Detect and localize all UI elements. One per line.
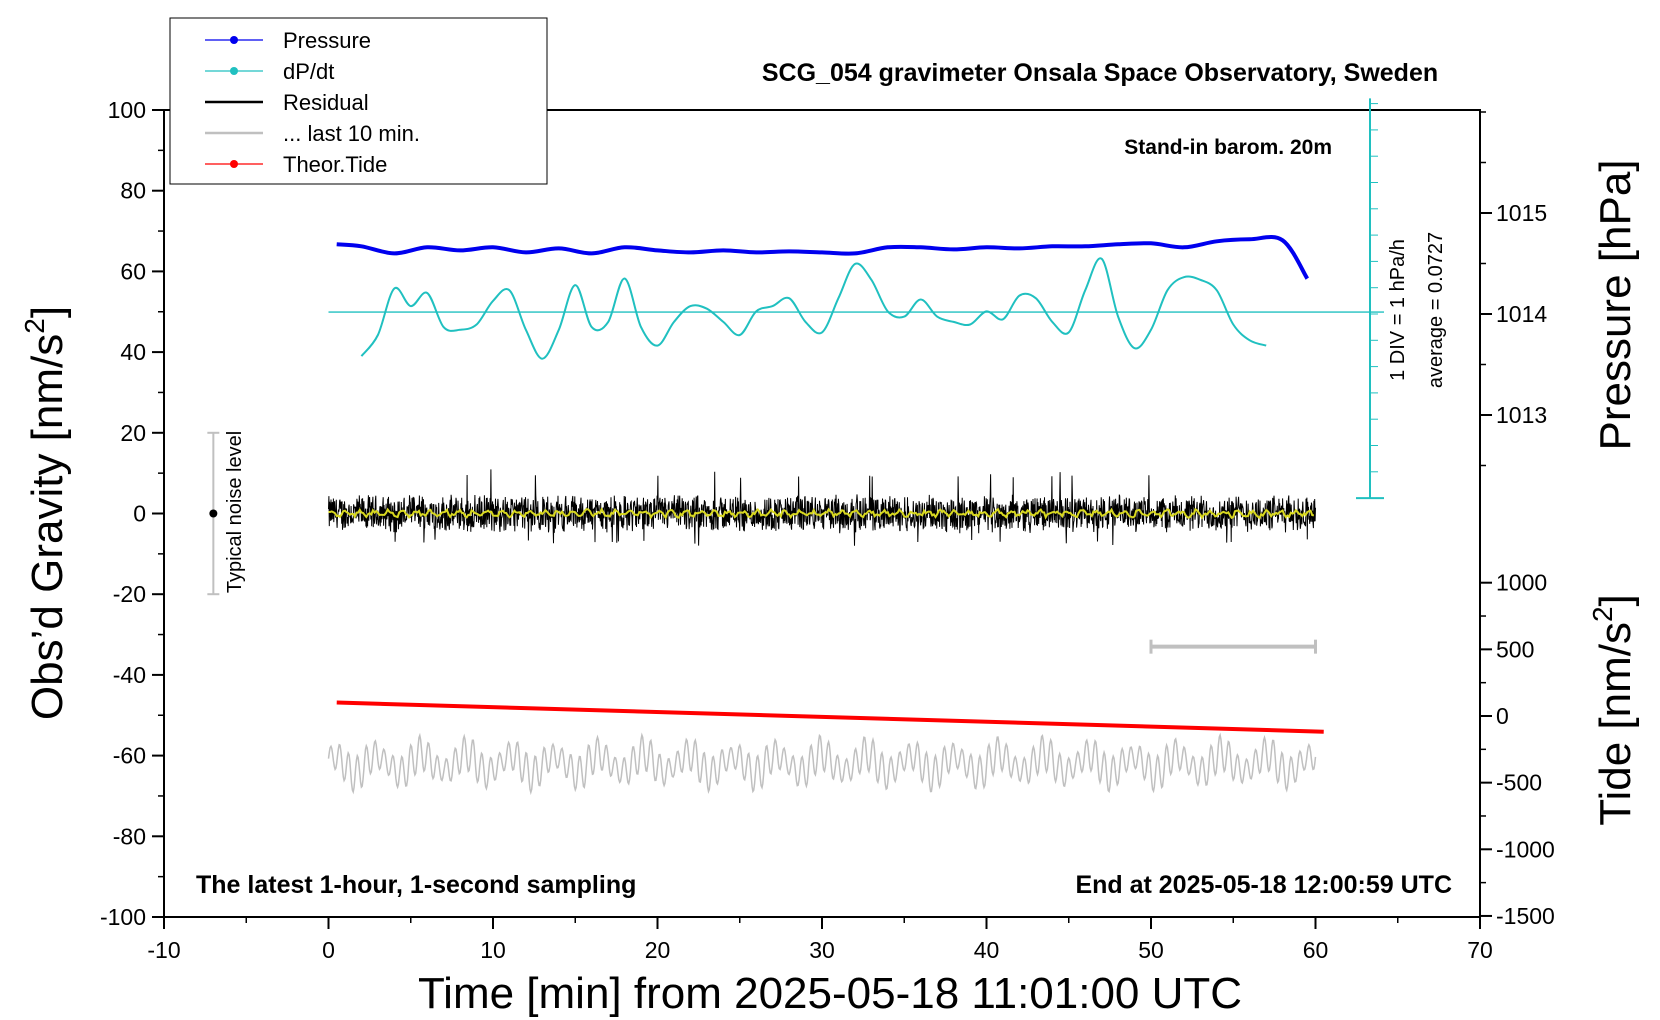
legend-label: Pressure xyxy=(283,28,371,53)
pressure-tick-label: 1014 xyxy=(1496,301,1547,327)
y-axis-label-left: Obs’d Gravity [nm/s2] xyxy=(19,306,72,720)
y-axis-label-tide: Tide [nm/s2] xyxy=(1587,594,1640,826)
tide-tick-label: 0 xyxy=(1496,703,1509,729)
x-tick-label: 70 xyxy=(1467,937,1493,963)
pressure-tick-label: 1015 xyxy=(1496,200,1547,226)
legend-marker xyxy=(230,160,238,168)
y-tick-label: -80 xyxy=(113,823,146,849)
latest-sampling-label: The latest 1-hour, 1-second sampling xyxy=(196,871,636,899)
residual-smoothed-line xyxy=(328,507,1315,520)
chart-title: SCG_054 gravimeter Onsala Space Observat… xyxy=(762,59,1438,87)
legend-marker xyxy=(230,67,238,75)
tide-tick-label: -1000 xyxy=(1496,836,1555,862)
legend-label: ... last 10 min. xyxy=(283,121,420,146)
legend-label: Theor.Tide xyxy=(283,152,387,177)
y-tick-label: -60 xyxy=(113,743,146,769)
residual-line xyxy=(328,469,1316,546)
tide-line xyxy=(336,700,1324,734)
y-tick-label: 40 xyxy=(120,339,146,365)
pressure-line xyxy=(336,235,1310,280)
y-tick-label: 60 xyxy=(120,258,146,284)
tick-layer: -10 0 10 20 30 40 50 60 70-100-80-60-40-20020406… xyxy=(100,97,1555,963)
x-tick-label: 10 xyxy=(480,937,506,963)
x-tick-label: 20 xyxy=(645,937,671,963)
tide-tick-label: 500 xyxy=(1496,636,1534,662)
pressure-tick-label: 1013 xyxy=(1496,402,1547,428)
x-axis-label: Time [min] from 2025-05-18 11:01:00 UTC xyxy=(418,969,1242,1018)
dpdt-line xyxy=(360,257,1267,360)
y-tick-label: 100 xyxy=(108,97,146,123)
end-time-label: End at 2025-05-18 12:00:59 UTC xyxy=(1075,871,1452,899)
x-tick-label: 40 xyxy=(974,937,1000,963)
tide-tick-label: -500 xyxy=(1496,770,1542,796)
div-scale-label: 1 DIV = 1 hPa/h xyxy=(1387,239,1409,381)
x-tick-label: 0 xyxy=(322,937,335,963)
last-10-min-line xyxy=(327,732,1317,796)
y-tick-label: -20 xyxy=(113,581,146,607)
stand-in-barometer-label: Stand-in barom. 20m xyxy=(1124,136,1332,159)
tide-tick-label: 1000 xyxy=(1496,570,1547,596)
legend-label: Residual xyxy=(283,90,369,115)
legend-label: dP/dt xyxy=(283,59,334,84)
y-tick-label: 0 xyxy=(133,501,146,527)
noise-level-label: Typical noise level xyxy=(224,431,246,593)
series-layer xyxy=(207,235,1384,796)
y-tick-label: -100 xyxy=(100,904,146,930)
y-axis-label-pressure: Pressure [hPa] xyxy=(1591,159,1640,450)
x-tick-label: 30 xyxy=(809,937,835,963)
legend-marker xyxy=(230,36,238,44)
tide-tick-label: -1500 xyxy=(1496,903,1555,929)
noise-bar-center-dot xyxy=(209,509,218,518)
x-tick-label: 50 xyxy=(1138,937,1164,963)
y-tick-label: 20 xyxy=(120,420,146,446)
legend: Pressure dP/dt Residual ... last 10 min. The… xyxy=(169,17,548,185)
y-tick-label: -40 xyxy=(113,662,146,688)
dpdt-average-label: average = 0.0727 xyxy=(1425,232,1447,388)
x-tick-label: -10 xyxy=(147,937,180,963)
legend-items: Pressure dP/dt Residual ... last 10 min. The… xyxy=(205,28,420,177)
x-tick-label: 60 xyxy=(1303,937,1329,963)
y-tick-label: 80 xyxy=(120,178,146,204)
